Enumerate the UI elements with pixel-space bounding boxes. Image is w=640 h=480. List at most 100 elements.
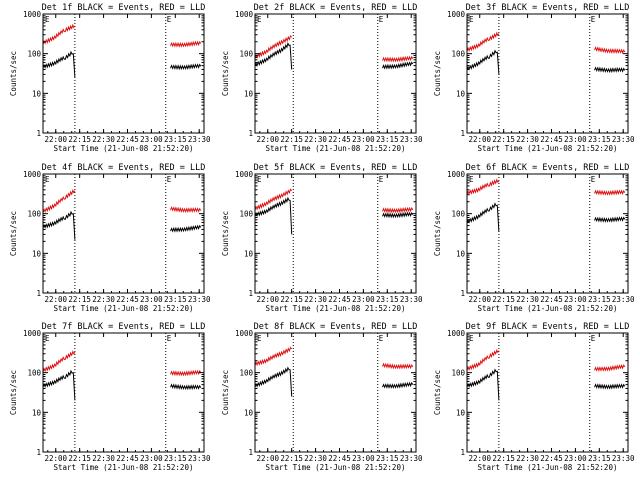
y-tick-label: 10 [244, 89, 254, 98]
x-tick-label: 23:15 [376, 295, 399, 304]
plot-frame [254, 173, 417, 294]
x-tick-label: 22:15 [492, 454, 515, 463]
series-line [254, 42, 293, 70]
corner-label: E [469, 175, 474, 184]
corner-label: E [45, 175, 50, 184]
x-tick-label: 22:00 [44, 454, 67, 463]
corner-label: E [257, 175, 262, 184]
x-tick-label: 22:45 [116, 135, 139, 144]
x-tick-label: 22:45 [328, 295, 351, 304]
x-axis-label: Start Time (21-Jun-08 21:52:20) [54, 463, 194, 472]
x-tick-label: 22:30 [92, 454, 115, 463]
plot-frame [466, 332, 629, 453]
x-axis-label: Start Time (21-Jun-08 21:52:20) [54, 304, 194, 313]
series-line [382, 61, 414, 70]
panel-title: Det 5f BLACK = Events, RED = LLD [254, 163, 418, 173]
series-line [466, 178, 500, 196]
panel-title: Det 3f BLACK = Events, RED = LLD [466, 3, 630, 13]
x-tick-label: 23:00 [140, 454, 163, 463]
x-tick-label: 22:00 [256, 295, 279, 304]
series-line [42, 369, 76, 401]
y-axis-label: Counts/sec [433, 211, 442, 256]
panel-title: Det 4f BLACK = Events, RED = LLD [42, 163, 206, 173]
x-tick-label: 22:15 [280, 295, 303, 304]
x-tick-label: 23:15 [588, 295, 611, 304]
plot-frame [42, 13, 205, 134]
marker-label: E [167, 175, 172, 184]
y-axis-label: Counts/sec [221, 211, 230, 256]
series-line [594, 216, 626, 223]
y-tick-label: 1 [36, 448, 41, 457]
x-tick-label: 22:30 [304, 454, 327, 463]
x-tick-label: 23:30 [612, 295, 635, 304]
x-tick-label: 23:15 [164, 295, 187, 304]
panel-title: Det 1f BLACK = Events, RED = LLD [42, 3, 206, 13]
x-tick-label: 22:15 [492, 295, 515, 304]
x-tick-label: 22:30 [92, 135, 115, 144]
series-line [42, 23, 76, 45]
x-tick-label: 22:45 [328, 454, 351, 463]
x-tick-label: 23:30 [400, 135, 423, 144]
y-axis-label: Counts/sec [9, 211, 18, 256]
y-tick-label: 1000 [447, 170, 466, 179]
panel-title: Det 7f BLACK = Events, RED = LLD [42, 322, 206, 332]
marker-label: E [379, 334, 384, 343]
x-tick-label: 23:15 [588, 135, 611, 144]
x-tick-label: 23:30 [188, 454, 211, 463]
y-tick-label: 1 [460, 448, 465, 457]
x-tick-label: 22:15 [68, 295, 91, 304]
y-tick-label: 10 [456, 249, 466, 258]
y-tick-label: 100 [239, 50, 253, 59]
series-line [170, 206, 202, 214]
series-line [170, 369, 202, 377]
x-tick-label: 22:00 [468, 295, 491, 304]
x-tick-label: 22:30 [92, 295, 115, 304]
series-line [170, 383, 202, 391]
x-tick-label: 22:00 [44, 135, 67, 144]
y-tick-label: 100 [451, 369, 465, 378]
series-line [594, 364, 626, 372]
plot-frame [42, 332, 205, 453]
marker-label: E [167, 15, 172, 24]
plot-frame [466, 173, 629, 294]
series-line [254, 346, 293, 367]
y-axis-label: Counts/sec [433, 51, 442, 96]
series-line [42, 350, 76, 373]
series-line [594, 66, 626, 74]
x-axis-label: Start Time (21-Jun-08 21:52:20) [478, 304, 618, 313]
x-tick-label: 23:00 [564, 454, 587, 463]
panel-title: Det 9f BLACK = Events, RED = LLD [466, 322, 630, 332]
y-tick-label: 10 [32, 89, 42, 98]
y-axis-label: Counts/sec [9, 370, 18, 415]
series-line [254, 196, 293, 235]
y-tick-label: 1 [36, 129, 41, 138]
y-tick-label: 1000 [447, 10, 466, 19]
x-tick-label: 22:30 [304, 135, 327, 144]
x-tick-label: 22:30 [516, 295, 539, 304]
series-line [382, 206, 414, 214]
y-axis-label: Counts/sec [221, 51, 230, 96]
y-axis-label: Counts/sec [9, 51, 18, 96]
x-tick-label: 22:15 [492, 135, 515, 144]
series-line [42, 210, 76, 240]
y-tick-label: 100 [27, 369, 41, 378]
series-line [254, 35, 293, 59]
series-line [170, 40, 202, 48]
y-tick-label: 10 [244, 408, 254, 417]
x-tick-label: 23:30 [612, 135, 635, 144]
y-tick-label: 10 [456, 408, 466, 417]
series-line [466, 368, 500, 401]
x-tick-label: 22:15 [280, 454, 303, 463]
x-tick-label: 23:00 [140, 135, 163, 144]
x-tick-label: 22:00 [468, 135, 491, 144]
x-tick-label: 23:30 [188, 135, 211, 144]
series-line [170, 224, 202, 233]
series-line [42, 50, 76, 78]
x-tick-label: 23:00 [140, 295, 163, 304]
x-tick-label: 22:45 [328, 135, 351, 144]
